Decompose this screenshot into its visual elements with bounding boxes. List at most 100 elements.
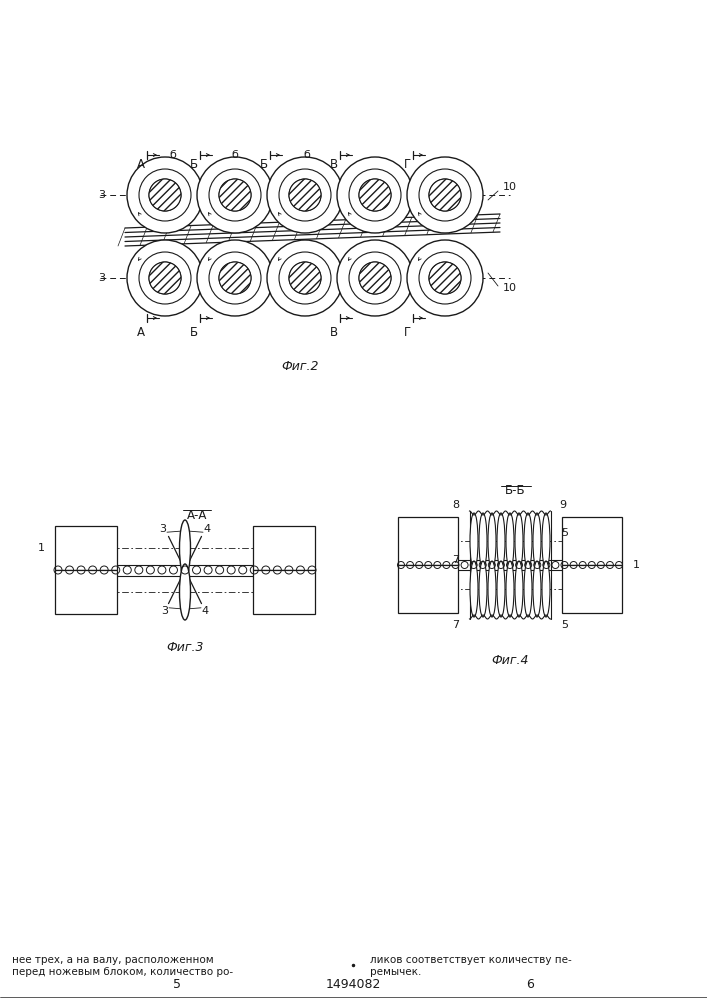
Circle shape [209,252,261,304]
Circle shape [279,169,331,221]
Text: б: б [232,150,238,160]
Circle shape [127,240,203,316]
Ellipse shape [506,513,514,569]
Text: Б-Б: Б-Б [505,485,525,497]
Text: 5: 5 [561,528,568,538]
Circle shape [429,179,461,211]
Text: ликов соответствует количеству пе-
ремычек.: ликов соответствует количеству пе- ремыч… [370,955,572,977]
Circle shape [289,179,321,211]
Circle shape [429,262,461,294]
Ellipse shape [524,561,532,617]
Text: 10: 10 [503,182,517,192]
Bar [562,517,622,565]
Circle shape [127,157,203,233]
Bar [55,526,117,570]
Bar [253,526,315,570]
Text: 3: 3 [98,190,105,200]
Circle shape [149,262,181,294]
Text: Г: Г [404,326,411,338]
Text: 4: 4 [204,524,211,534]
Circle shape [267,240,343,316]
Circle shape [337,157,413,233]
Circle shape [197,157,273,233]
Circle shape [289,262,321,294]
Circle shape [289,179,321,211]
Text: А-А: А-А [187,509,207,522]
Text: А: А [137,326,145,338]
Ellipse shape [180,564,190,620]
Text: Б: Б [260,158,268,172]
Circle shape [359,179,391,211]
Circle shape [359,262,391,294]
Text: А: А [137,158,145,172]
Ellipse shape [542,561,550,617]
Circle shape [349,169,401,221]
Text: 3: 3 [160,524,167,534]
Ellipse shape [542,513,550,569]
Bar [55,570,117,614]
Text: 3: 3 [161,606,168,616]
Circle shape [149,262,181,294]
Circle shape [219,262,251,294]
Text: 7: 7 [452,620,459,630]
Text: 4: 4 [201,606,209,616]
Bar [398,517,458,565]
Text: 5: 5 [173,978,181,992]
Ellipse shape [524,513,532,569]
Text: Фиг.2: Фиг.2 [281,360,319,372]
Circle shape [139,169,191,221]
Ellipse shape [488,561,496,617]
Circle shape [419,252,471,304]
Text: Фиг.4: Фиг.4 [491,654,529,668]
Circle shape [419,169,471,221]
Circle shape [197,240,273,316]
Text: Г: Г [404,158,411,172]
Text: 1: 1 [633,560,640,570]
Text: 8: 8 [452,500,459,510]
Text: Б: Б [190,326,198,338]
Ellipse shape [497,513,505,569]
Text: б: б [303,150,310,160]
Circle shape [407,157,483,233]
Circle shape [337,240,413,316]
Text: нее трех, а на валу, расположенном
перед ножевым блоком, количество ро-: нее трех, а на валу, расположенном перед… [12,955,233,977]
Ellipse shape [479,561,487,617]
Circle shape [429,179,461,211]
Circle shape [219,179,251,211]
Text: 3: 3 [98,273,105,283]
Circle shape [149,179,181,211]
Ellipse shape [180,520,190,576]
Text: В: В [330,326,338,338]
Ellipse shape [470,561,478,617]
Circle shape [219,262,251,294]
Circle shape [279,252,331,304]
Text: 5: 5 [561,620,568,630]
Text: 6: 6 [526,978,534,992]
Ellipse shape [515,561,523,617]
Circle shape [407,240,483,316]
Circle shape [219,179,251,211]
Ellipse shape [497,561,505,617]
Text: 1494082: 1494082 [325,978,380,992]
Bar [398,565,458,613]
Circle shape [349,252,401,304]
Circle shape [289,262,321,294]
Ellipse shape [479,513,487,569]
Circle shape [139,252,191,304]
Text: 7: 7 [452,555,459,565]
Circle shape [209,169,261,221]
Text: В: В [330,158,338,172]
Bar [253,570,315,614]
Bar [562,565,622,613]
Ellipse shape [470,513,478,569]
Text: Фиг.3: Фиг.3 [166,641,204,654]
Ellipse shape [533,513,541,569]
Text: б: б [170,150,177,160]
Ellipse shape [515,513,523,569]
Circle shape [359,179,391,211]
Circle shape [359,262,391,294]
Circle shape [429,262,461,294]
Circle shape [267,157,343,233]
Ellipse shape [488,513,496,569]
Text: Б: Б [190,158,198,172]
